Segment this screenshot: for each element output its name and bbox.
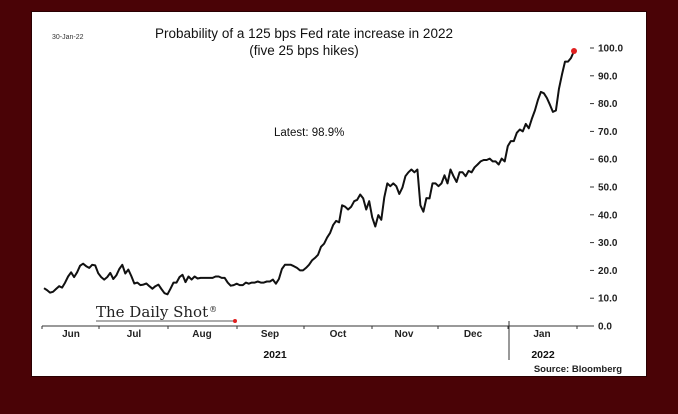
x-year-label: 2021 [263,349,287,361]
y-tick-label: 10.0 [598,294,618,305]
y-tick-label: 0.0 [598,322,612,333]
x-tick-label: Aug [192,329,211,340]
axis-layer: Jun Jul Aug Sep Oct Nov Dec Jan 2021 2022 0.0 10.0 2… [41,44,623,361]
x-year-label: 2022 [531,349,555,361]
chart-subtitle: (five 25 bps hikes) [249,43,359,58]
daily-shot-logo: The Daily Shot® [96,303,217,321]
latest-annotation: Latest: 98.9% [274,127,344,139]
y-tick-label: 30.0 [598,238,618,249]
logo-mark: ® [209,305,217,314]
date-stamp: 30-Jan-22 [52,34,84,41]
x-tick-label: Jun [62,329,80,340]
y-tick-label: 40.0 [598,210,618,221]
x-tick-label: Jan [533,329,550,340]
x-tick-label: Oct [330,329,347,340]
x-tick-label: Dec [464,329,483,340]
x-tick-label: Sep [261,329,279,340]
series-line [43,50,575,296]
source-text: Source: Bloomberg [534,364,622,375]
y-tick-label: 50.0 [598,183,618,194]
latest-point-marker [571,48,577,55]
chart-frame: 30-Jan-22 Probability of a 125 bps Fed r… [32,12,646,376]
logo-text: The Daily Shot [96,303,208,321]
y-tick-label: 100.0 [598,44,623,55]
series-layer [43,48,577,296]
y-tick-label: 70.0 [598,127,618,138]
chart-title: Probability of a 125 bps Fed rate increa… [155,26,453,41]
logo-dot [233,319,237,323]
y-tick-label: 80.0 [598,99,618,110]
x-tick-label: Jul [127,329,142,340]
y-tick-label: 90.0 [598,71,618,82]
x-tick-label: Nov [395,329,414,340]
y-tick-label: 20.0 [598,266,618,277]
y-tick-label: 60.0 [598,155,618,166]
chart: 30-Jan-22 Probability of a 125 bps Fed r… [41,26,623,375]
